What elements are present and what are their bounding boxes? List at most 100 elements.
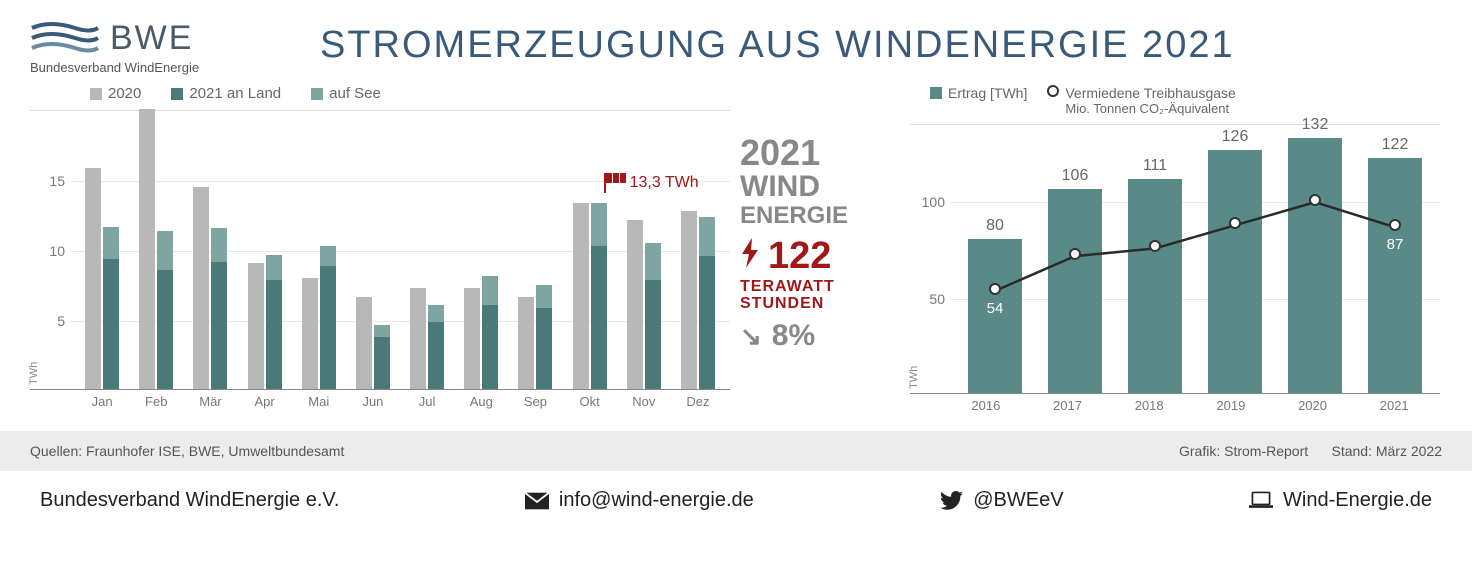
header: BWE Bundesverband WindEnergie STROMERZEU… bbox=[0, 0, 1472, 75]
footer-twitter[interactable]: @BWEeV bbox=[939, 489, 1063, 512]
month-group bbox=[292, 111, 346, 389]
x-label: Nov bbox=[617, 390, 671, 409]
bar-land bbox=[374, 337, 390, 389]
y-tick-label: 5 bbox=[30, 313, 65, 329]
bar-2021-stack bbox=[482, 276, 498, 389]
footer-web[interactable]: Wind-Energie.de bbox=[1249, 489, 1432, 512]
bar-2020 bbox=[302, 278, 318, 389]
y-tick-label: 10 bbox=[30, 243, 65, 259]
year-group: 126 bbox=[1195, 125, 1275, 393]
line-marker bbox=[989, 283, 1001, 295]
monthly-x-axis: JanFebMärAprMaiJunJulAugSepOktNovDez bbox=[75, 390, 725, 409]
line-value-label: 54 bbox=[987, 300, 1004, 317]
summary-unit1: TERAWATT bbox=[740, 278, 900, 296]
month-group bbox=[400, 111, 454, 389]
bar-2020 bbox=[681, 211, 697, 389]
summary-year: 2021 bbox=[740, 135, 900, 171]
logo-name: BWE bbox=[110, 19, 193, 58]
bar-2020 bbox=[464, 288, 480, 389]
bar-land bbox=[320, 266, 336, 389]
year-group: 80 bbox=[955, 125, 1035, 393]
summary-wind: WIND bbox=[740, 171, 900, 203]
bar-sea bbox=[374, 325, 390, 338]
bar-2020 bbox=[193, 187, 209, 389]
bar-2021-stack bbox=[374, 325, 390, 389]
bar-land bbox=[211, 262, 227, 389]
bar-value-label: 132 bbox=[1302, 116, 1329, 134]
x-label: Feb bbox=[129, 390, 183, 409]
page-title: STROMERZEUGUNG AUS WINDENERGIE 2021 bbox=[320, 24, 1235, 67]
bar-sea bbox=[211, 228, 227, 262]
bar-value-label: 80 bbox=[986, 217, 1004, 235]
bar-2021-stack bbox=[536, 285, 552, 389]
legend-ghg2: Mio. Tonnen CO₂-Äquivalent bbox=[1065, 101, 1235, 116]
line-marker bbox=[1229, 217, 1241, 229]
bar-2021-stack bbox=[157, 231, 173, 389]
year-bar: 132 bbox=[1288, 138, 1342, 393]
bar-sea bbox=[591, 203, 607, 246]
callout-text: 13,3 TWh bbox=[630, 174, 699, 192]
year-bar: 111 bbox=[1128, 179, 1182, 393]
legend-sea: auf See bbox=[329, 85, 381, 102]
line-marker bbox=[1309, 194, 1321, 206]
flag-icon bbox=[604, 173, 626, 193]
main-content: 2020 2021 an Land auf See TWh 5101513,3 … bbox=[0, 75, 1472, 413]
laptop-icon bbox=[1249, 491, 1273, 511]
bar-value-label: 106 bbox=[1062, 167, 1089, 185]
bar-land bbox=[591, 246, 607, 389]
bar-2021-stack bbox=[428, 305, 444, 389]
footer-org: Bundesverband WindEnergie e.V. bbox=[40, 489, 339, 512]
bar-2021-stack bbox=[645, 243, 661, 389]
twitter-icon bbox=[939, 491, 963, 511]
bars-container bbox=[75, 111, 725, 389]
bar-land bbox=[157, 270, 173, 389]
bar-sea bbox=[699, 217, 715, 256]
x-label: Sep bbox=[508, 390, 562, 409]
x-label: 2021 bbox=[1353, 394, 1435, 413]
down-arrow-icon: ↘ bbox=[740, 321, 762, 352]
year-bar: 106 bbox=[1048, 189, 1102, 393]
bar-value-label: 126 bbox=[1222, 128, 1249, 146]
bar-2020 bbox=[248, 263, 264, 389]
bar-2021-stack bbox=[266, 255, 282, 389]
footer-email[interactable]: info@wind-energie.de bbox=[525, 489, 754, 512]
year-bar: 122 bbox=[1368, 158, 1422, 393]
x-label: Okt bbox=[563, 390, 617, 409]
bar-2021-stack bbox=[211, 228, 227, 389]
x-label: Jan bbox=[75, 390, 129, 409]
month-group bbox=[563, 111, 617, 389]
legend-land: 2021 an Land bbox=[189, 85, 281, 102]
x-label: Mär bbox=[183, 390, 237, 409]
bar-sea bbox=[482, 276, 498, 305]
annual-bars: 80 106 111 126 132 122 bbox=[955, 125, 1435, 393]
bar-2021-stack bbox=[103, 227, 119, 389]
legend-ghg1: Vermiedene Treibhausgase bbox=[1065, 85, 1235, 101]
month-group bbox=[617, 111, 671, 389]
month-group bbox=[129, 111, 183, 389]
x-label: 2018 bbox=[1108, 394, 1190, 413]
line-value-label: 87 bbox=[1387, 236, 1404, 253]
footer: Bundesverband WindEnergie e.V. info@wind… bbox=[0, 471, 1472, 512]
bar-2020 bbox=[139, 109, 155, 389]
bar-land bbox=[482, 305, 498, 389]
bar-2020 bbox=[356, 297, 372, 389]
month-group bbox=[346, 111, 400, 389]
bar-value-label: 111 bbox=[1143, 157, 1167, 175]
x-label: Aug bbox=[454, 390, 508, 409]
logo-block: BWE Bundesverband WindEnergie bbox=[30, 18, 290, 75]
callout: 13,3 TWh bbox=[604, 173, 699, 193]
bar-sea bbox=[266, 255, 282, 280]
y-tick-label: 15 bbox=[30, 173, 65, 189]
bar-2020 bbox=[627, 220, 643, 389]
bar-land bbox=[428, 322, 444, 389]
bar-sea bbox=[536, 285, 552, 307]
line-marker bbox=[1069, 248, 1081, 260]
year-group: 132 bbox=[1275, 125, 1355, 393]
year-group: 111 bbox=[1115, 125, 1195, 393]
monthly-chart-area: TWh 5101513,3 TWh bbox=[30, 110, 730, 390]
bar-sea bbox=[320, 246, 336, 266]
x-label: Jun bbox=[346, 390, 400, 409]
x-label: Mai bbox=[292, 390, 346, 409]
month-group bbox=[183, 111, 237, 389]
monthly-chart: 2020 2021 an Land auf See TWh 5101513,3 … bbox=[30, 85, 730, 413]
